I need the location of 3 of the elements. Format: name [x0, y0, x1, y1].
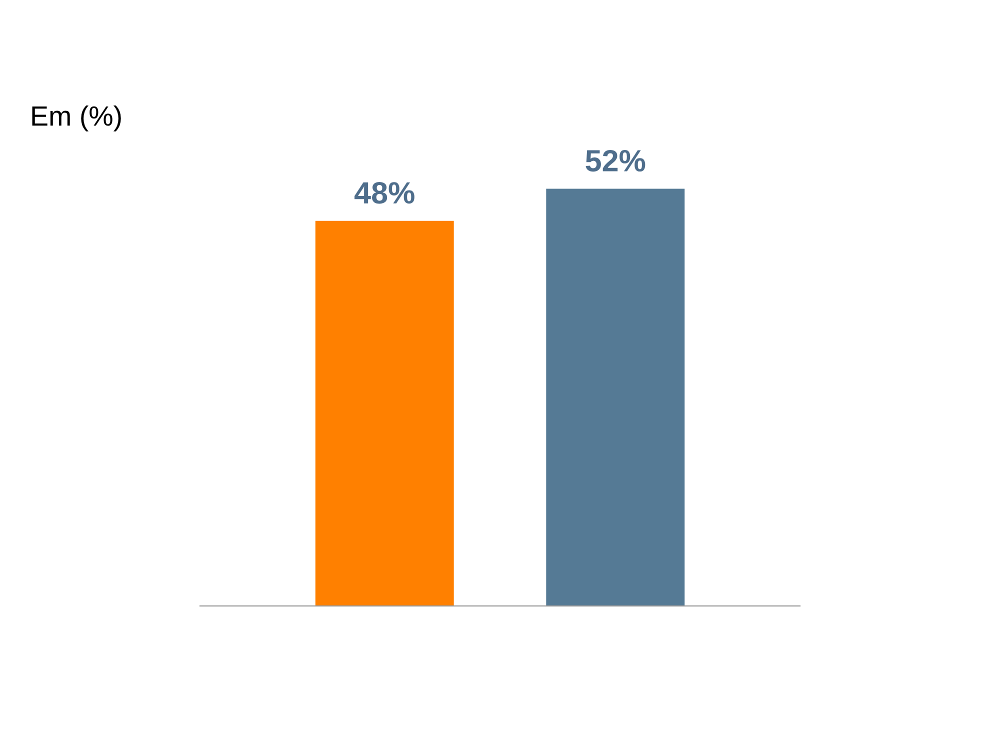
data-label: 48%	[354, 182, 414, 204]
data-label: 52%	[586, 150, 646, 172]
chart-title: Em (%)	[32, 106, 121, 132]
